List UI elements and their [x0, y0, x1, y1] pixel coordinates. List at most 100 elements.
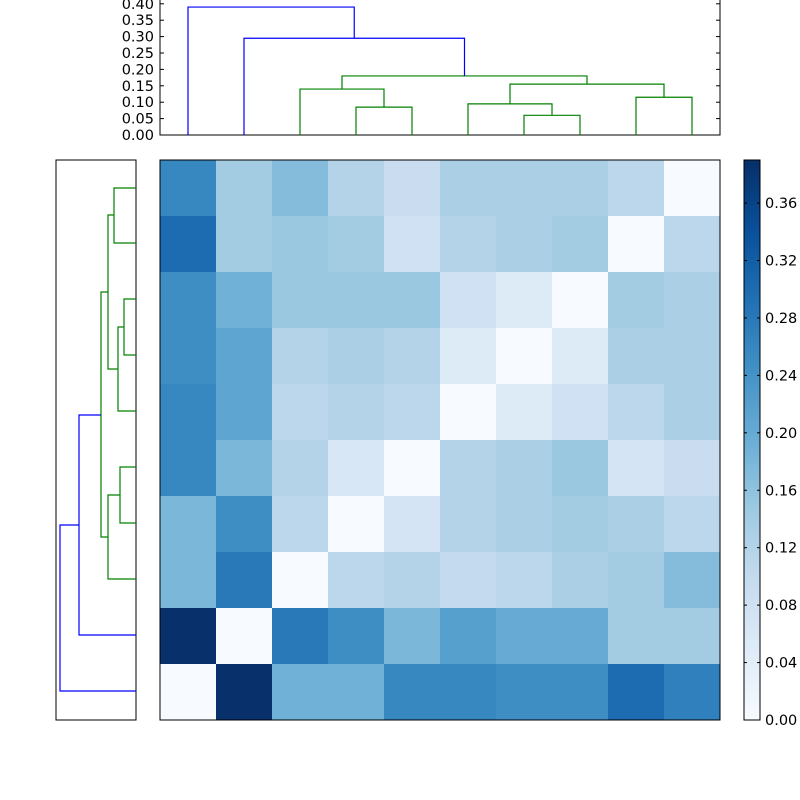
top-dendrogram-ytick-label: 0.40: [122, 0, 154, 13]
heatmap-cell: [216, 328, 273, 385]
heatmap-cell: [272, 216, 329, 273]
colorbar-segment: [744, 520, 760, 525]
colorbar-segment: [744, 432, 760, 437]
heatmap-cell: [440, 496, 497, 553]
heatmap-cell: [384, 440, 441, 497]
top-dendrogram-ytick-label: 0.00: [122, 128, 154, 144]
colorbar-segment: [744, 588, 760, 593]
colorbar-segment: [744, 704, 760, 709]
colorbar-segment: [744, 576, 760, 581]
heatmap-cell: [384, 328, 441, 385]
colorbar-segment: [744, 452, 760, 457]
colorbar-tick-label: 0.36: [765, 196, 797, 212]
heatmap-cell: [440, 608, 497, 665]
colorbar-segment: [744, 560, 760, 565]
colorbar-segment: [744, 592, 760, 597]
left-dendrogram-link: [107, 494, 136, 580]
colorbar-segment: [744, 328, 760, 333]
colorbar-segment: [744, 596, 760, 601]
colorbar-segment: [744, 616, 760, 621]
colorbar-segment: [744, 296, 760, 301]
colorbar-segment: [744, 268, 760, 273]
colorbar-segment: [744, 340, 760, 345]
colorbar-segment: [744, 384, 760, 389]
colorbar-tick-label: 0.12: [765, 541, 797, 557]
colorbar-segment: [744, 556, 760, 561]
colorbar-segment: [744, 428, 760, 433]
colorbar-segment: [744, 244, 760, 249]
colorbar-segment: [744, 412, 760, 417]
heatmap-cell: [608, 664, 665, 721]
heatmap-cell: [160, 552, 217, 609]
top-dendrogram-link: [467, 103, 553, 135]
colorbar-segment: [744, 604, 760, 609]
left-dendrogram-link: [117, 326, 136, 412]
colorbar-segment: [744, 600, 760, 605]
heatmap-cell: [328, 328, 385, 385]
colorbar-segment: [744, 640, 760, 645]
colorbar-segment: [744, 344, 760, 349]
heatmap-cell: [216, 216, 273, 273]
colorbar-segment: [744, 352, 760, 357]
colorbar-segment: [744, 480, 760, 485]
heatmap: [159, 159, 721, 721]
colorbar-segment: [744, 508, 760, 513]
heatmap-cell: [664, 160, 721, 217]
heatmap-cell: [272, 160, 329, 217]
colorbar-segment: [744, 332, 760, 337]
colorbar-segment: [744, 484, 760, 489]
heatmap-cell: [160, 496, 217, 553]
heatmap-cell: [328, 664, 385, 721]
heatmap-cell: [664, 608, 721, 665]
heatmap-cell: [664, 328, 721, 385]
colorbar-segment: [744, 304, 760, 309]
colorbar-segment: [744, 656, 760, 661]
heatmap-cell: [272, 272, 329, 329]
heatmap-cell: [664, 664, 721, 721]
heatmap-cell: [384, 216, 441, 273]
heatmap-cell: [552, 328, 609, 385]
heatmap-cell: [440, 664, 497, 721]
heatmap-cell: [328, 384, 385, 441]
heatmap-cell: [216, 496, 273, 553]
heatmap-cell: [216, 608, 273, 665]
heatmap-cell: [216, 160, 273, 217]
top-dendrogram-link: [187, 6, 355, 135]
colorbar-segment: [744, 172, 760, 177]
heatmap-cell: [272, 384, 329, 441]
colorbar-segment: [744, 356, 760, 361]
heatmap-cell: [440, 160, 497, 217]
heatmap-cell: [552, 160, 609, 217]
heatmap-cell: [160, 216, 217, 273]
heatmap-cell: [496, 328, 553, 385]
heatmap-cell: [440, 328, 497, 385]
left-dendrogram-frame: [55, 159, 137, 721]
colorbar-segment: [744, 320, 760, 325]
heatmap-cell: [216, 664, 273, 721]
top-dendrogram-link: [299, 88, 385, 135]
left-dendrogram-link: [123, 298, 136, 356]
top-dendrogram-link: [635, 96, 693, 135]
colorbar-segment: [744, 336, 760, 341]
colorbar-segment: [744, 160, 760, 165]
colorbar-segment: [744, 548, 760, 553]
colorbar-segment: [744, 564, 760, 569]
heatmap-cell: [272, 440, 329, 497]
heatmap-cell: [552, 216, 609, 273]
colorbar-segment: [744, 376, 760, 381]
colorbar-segment: [744, 400, 760, 405]
heatmap-cell: [328, 552, 385, 609]
heatmap-cell: [384, 384, 441, 441]
colorbar-segment: [744, 312, 760, 317]
colorbar-segment: [744, 448, 760, 453]
heatmap-cell: [272, 608, 329, 665]
colorbar-segment: [744, 664, 760, 669]
top-dendrogram-ytick-label: 0.10: [122, 95, 154, 111]
heatmap-cell: [496, 552, 553, 609]
colorbar-segment: [744, 684, 760, 689]
colorbar-segment: [744, 260, 760, 265]
colorbar-segment: [744, 552, 760, 557]
colorbar-segment: [744, 176, 760, 181]
colorbar-segment: [744, 672, 760, 677]
